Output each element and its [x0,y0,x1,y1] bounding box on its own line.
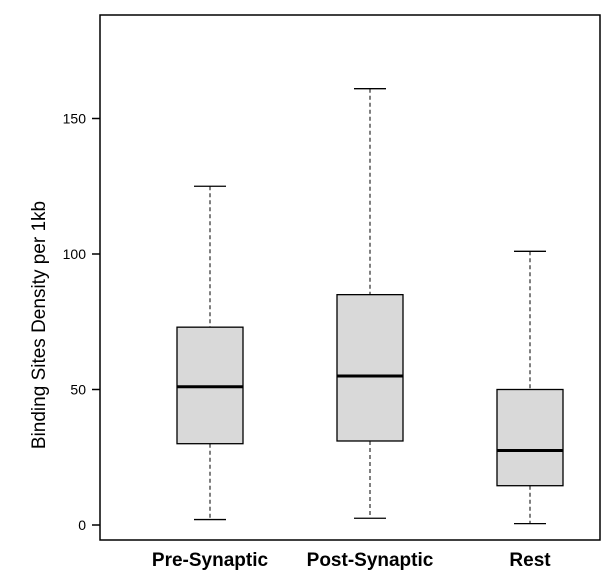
box-2 [336,88,404,519]
plot-frame [99,14,601,541]
category-label-2: Post-Synaptic [307,550,434,571]
iqr-box [336,293,404,442]
box-1 [176,185,244,521]
y-tick-label-100: 100 [63,246,87,262]
category-label-1: Pre-Synaptic [152,550,269,571]
y-tick-label-50: 50 [70,382,86,398]
iqr-box [496,388,564,487]
boxes-group [176,88,564,525]
y-axis: 0 50 100 150 [63,111,100,533]
y-tick-label-0: 0 [78,517,86,533]
x-axis-labels: Pre-Synaptic Post-Synaptic Rest [152,550,551,571]
category-label-3: Rest [509,550,551,571]
box-3 [496,250,564,525]
y-axis-title: Binding Sites Density per 1kb [29,201,50,449]
y-tick-label-150: 150 [63,111,87,127]
